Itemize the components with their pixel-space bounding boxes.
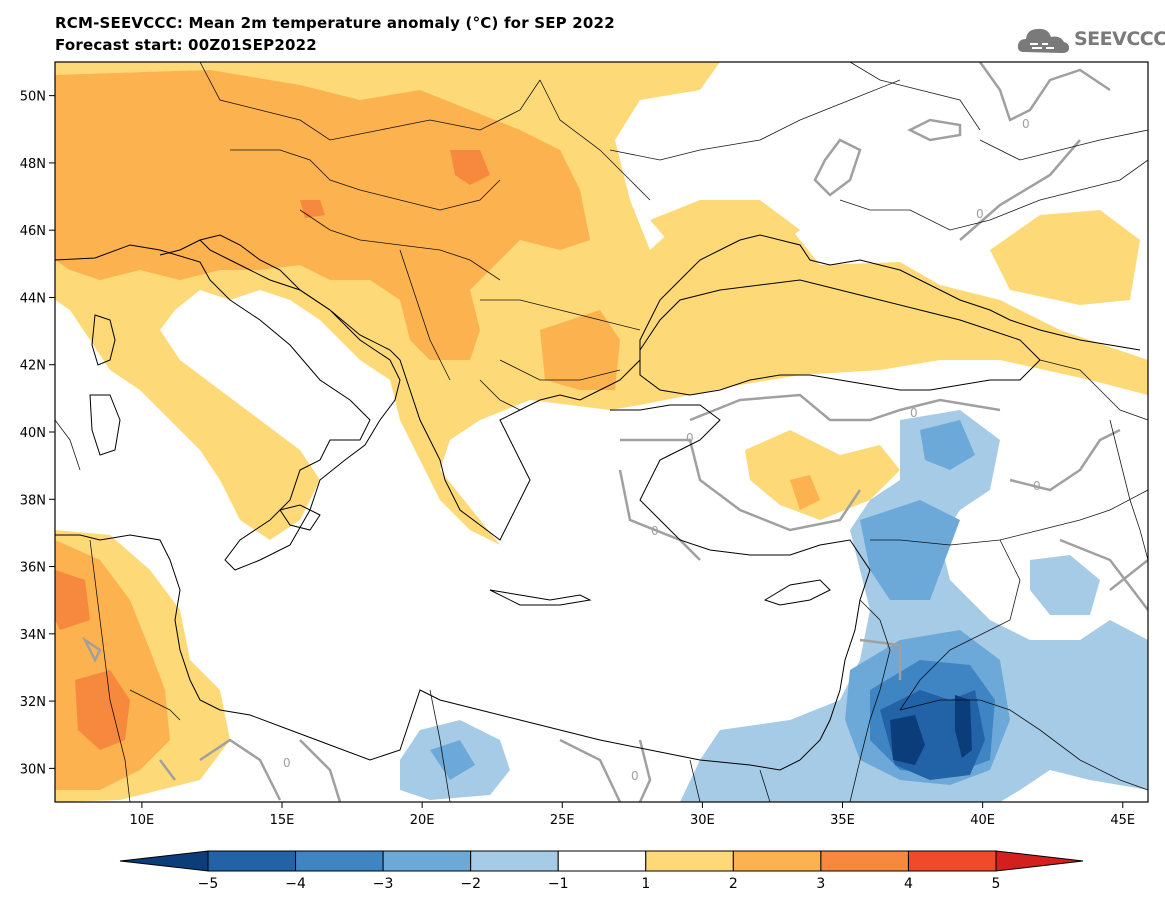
lat-label: 44N: [20, 291, 46, 306]
colorbar-label: −1: [548, 876, 569, 892]
colorbar-swatch: [295, 850, 384, 872]
colorbar-swatch: [470, 850, 559, 872]
colorbar-swatch: [557, 850, 647, 872]
colorbar-swatch: [820, 850, 909, 872]
contour-label: 0: [1022, 117, 1030, 131]
latitude-labels: 50N 48N 46N 44N 42N 40N 38N 36N 34N 32N 30N: [20, 90, 46, 778]
colorbar-swatch: [907, 850, 997, 872]
colorbar-label: 2: [729, 876, 738, 892]
colorbar-swatch: [732, 850, 822, 872]
cloud-icon: [1017, 28, 1069, 53]
warm-region-algeria: [55, 570, 90, 630]
map-subtitle: Forecast start: 00Z01SEP2022: [55, 36, 317, 54]
lat-label: 50N: [20, 90, 46, 105]
coastlines: [55, 234, 1141, 771]
seevccc-logo: SEEVCCC: [1016, 22, 1165, 58]
contour-label: 0: [910, 406, 918, 420]
colorbar: −5 −4 −3 −2 −1 1 2 3 4 5: [119, 850, 1084, 892]
contour-label: 0: [976, 207, 984, 221]
lon-label: 30E: [690, 813, 715, 828]
lat-label: 46N: [20, 224, 46, 239]
colorbar-swatch: [645, 850, 734, 872]
anomaly-field: 0 0 0 0 0 0 0 0 0: [55, 62, 1148, 802]
cool-region-syria: [860, 500, 960, 600]
warm-region-hungary: [450, 150, 490, 185]
contour-labels: 0 0 0 0 0 0 0 0 0: [283, 117, 1041, 783]
cool-region-peak: [890, 715, 925, 765]
lat-label: 38N: [20, 493, 46, 508]
contour-label: 0: [886, 641, 894, 655]
lat-label: 36N: [20, 561, 46, 576]
lat-label: 34N: [20, 628, 46, 643]
colorbar-swatch: [207, 850, 297, 872]
colorbar-max-arrow: [995, 850, 1084, 872]
warm-region-ukraine: [650, 200, 800, 255]
map-title: RCM-SEEVCCC: Mean 2m temperature anomaly…: [55, 14, 615, 32]
lon-label: 40E: [970, 813, 995, 828]
contour-label: 0: [283, 756, 291, 770]
colorbar-label: −2: [460, 876, 481, 892]
country-borders: [55, 62, 1148, 802]
colorbar-label: 5: [992, 876, 1001, 892]
axis-ticks: [49, 95, 1124, 808]
warm-region-bulgaria: [540, 310, 620, 390]
colorbar-label: 1: [641, 876, 650, 892]
lat-label: 42N: [20, 359, 46, 374]
lon-label: 15E: [270, 813, 295, 828]
lat-label: 40N: [20, 426, 46, 441]
lon-label: 35E: [830, 813, 855, 828]
cool-region-iraq: [1030, 555, 1100, 615]
cool-region-peak2: [955, 695, 972, 758]
warm-region-libya-west: [75, 670, 130, 750]
colorbar-swatch: [382, 850, 472, 872]
contour-label: 0: [1033, 479, 1041, 493]
warm-region-anatolia-core: [790, 475, 820, 510]
colorbar-label: −5: [198, 876, 219, 892]
contour-label: 0: [686, 431, 694, 445]
longitude-labels: 10E 15E 20E 25E 30E 35E 40E 45E: [129, 813, 1135, 828]
lon-label: 45E: [1110, 813, 1135, 828]
warm-region-austria: [300, 200, 325, 218]
lat-label: 32N: [20, 695, 46, 710]
colorbar-label: −3: [373, 876, 394, 892]
colorbar-min-arrow: [119, 850, 209, 872]
colorbar-label: 4: [904, 876, 913, 892]
warm-region-anatolia: [745, 430, 900, 520]
lat-label: 48N: [20, 157, 46, 172]
colorbar-label: 3: [816, 876, 825, 892]
logo-text: SEEVCCC: [1074, 28, 1165, 50]
lon-label: 10E: [129, 813, 154, 828]
contour-label: 0: [651, 524, 659, 538]
lon-label: 25E: [550, 813, 575, 828]
lat-label: 30N: [20, 762, 46, 777]
contour-label: 0: [631, 769, 639, 783]
cool-region-levant: [680, 410, 1148, 802]
warm-region-russia: [990, 210, 1140, 305]
cool-region-turkey-east: [920, 420, 975, 470]
lon-label: 20E: [410, 813, 435, 828]
colorbar-label: −4: [285, 876, 306, 892]
